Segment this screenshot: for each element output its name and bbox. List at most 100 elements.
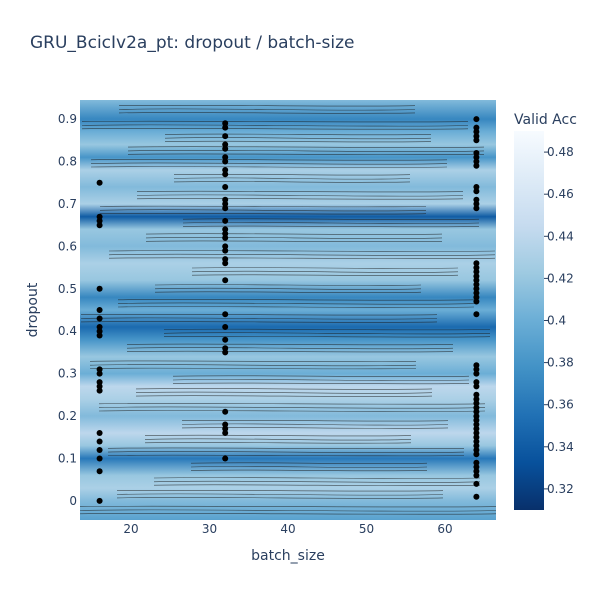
contour-line-53 [108, 250, 496, 252]
point-batch_64-30 [473, 285, 480, 292]
point-batch_64-5 [473, 459, 480, 466]
colorbar-tick-4: 0.4 [547, 314, 566, 328]
point-batch_64-21 [473, 383, 480, 390]
contour-line-2 [80, 505, 496, 508]
contour-line-11 [190, 462, 428, 464]
contour-line-58 [182, 221, 480, 225]
colorbar-tick-8: 0.48 [547, 145, 574, 159]
contour-line-49 [191, 270, 459, 273]
point-batch_32-18 [222, 217, 229, 224]
point-batch_64-12 [473, 425, 480, 432]
point-batch_32-29 [222, 133, 229, 140]
y-tick-6: 0.6 [58, 239, 77, 253]
contour-line-40 [80, 317, 438, 320]
contour-line-10 [190, 465, 428, 469]
contour-line-68 [173, 173, 411, 176]
contour-line-43 [117, 302, 475, 305]
contour-line-12 [107, 454, 465, 457]
contour-line-4 [116, 493, 444, 496]
contour-line-52 [108, 253, 496, 256]
point-batch_16-8 [96, 379, 103, 386]
point-batch_64-23 [473, 370, 480, 377]
point-batch_64-34 [473, 268, 480, 275]
point-batch_32-25 [222, 158, 229, 165]
point-batch_32-19 [222, 205, 229, 212]
point-batch_64-8 [473, 442, 480, 449]
contour-line-41 [80, 313, 438, 316]
contour-lines [80, 104, 496, 515]
point-batch_64-43 [473, 158, 480, 165]
contour-line-81 [118, 112, 416, 114]
x-tick-1: 30 [202, 522, 217, 536]
point-batch_32-22 [222, 184, 229, 190]
contour-line-36 [163, 335, 491, 338]
point-batch_64-38 [473, 200, 480, 207]
point-batch_32-20 [222, 200, 229, 207]
point-batch_16-1 [96, 468, 103, 475]
contour-line-7 [153, 480, 481, 483]
point-batch_32-23 [222, 171, 229, 178]
contour-line-24 [135, 395, 433, 397]
point-batch_16-11 [96, 332, 103, 339]
y-tick-8: 0.8 [58, 155, 77, 169]
contour-line-33 [126, 350, 454, 353]
point-batch_64-39 [473, 196, 480, 203]
contour-line-47 [154, 284, 422, 286]
point-batch_32-2 [222, 425, 229, 432]
point-batch_64-46 [473, 137, 480, 144]
contour-line-20 [181, 419, 449, 422]
point-batch_32-16 [222, 230, 229, 237]
contour-line-48 [191, 274, 459, 276]
contour-line-22 [98, 406, 486, 409]
point-batch_16-19 [96, 213, 103, 220]
point-batch_64-14 [473, 417, 480, 424]
point-batch_64-15 [473, 413, 480, 420]
y-tick-7: 0.7 [58, 197, 77, 211]
colorbar [514, 131, 544, 510]
point-batch_32-24 [222, 167, 229, 173]
x-axis-ticks: 20 30 40 50 60 [123, 522, 452, 536]
contour-line-32 [89, 360, 417, 363]
point-batch_16-16 [96, 285, 103, 292]
contour-line-8 [153, 477, 481, 479]
contour-line-71 [90, 159, 448, 161]
point-batch_32-15 [222, 234, 229, 241]
point-batch_32-0 [222, 455, 229, 462]
point-batch_64-24 [473, 366, 480, 373]
contour-line-46 [154, 287, 422, 290]
contour-line-62 [99, 205, 427, 208]
contour-line-64 [136, 194, 464, 197]
contour-line-25 [135, 391, 433, 394]
point-batch_32-27 [222, 145, 229, 152]
contour-line-57 [182, 225, 480, 228]
point-batch_64-31 [473, 281, 480, 288]
contour-line-35 [126, 343, 454, 346]
point-batch_32-21 [222, 196, 229, 203]
point-batch_32-12 [222, 256, 229, 263]
point-batch_64-44 [473, 154, 480, 161]
point-batch_64-7 [473, 447, 480, 453]
point-batch_16-18 [96, 217, 103, 224]
contour-line-37 [163, 332, 491, 335]
contour-line-73 [127, 149, 485, 152]
point-batch_32-13 [222, 247, 229, 254]
contour-line-70 [90, 162, 448, 165]
contour-line-19 [181, 423, 449, 426]
contour-line-55 [145, 236, 443, 239]
contour-line-83 [118, 104, 416, 107]
contour-line-59 [182, 218, 480, 220]
point-batch_64-36 [473, 260, 480, 267]
point-batch_64-22 [473, 379, 480, 386]
x-tick-4: 60 [437, 522, 452, 536]
point-batch_64-0 [473, 493, 480, 500]
contour-line-6 [153, 484, 481, 486]
colorbar-tick-3: 0.38 [547, 356, 574, 370]
point-batch_16-6 [96, 387, 103, 394]
point-batch_64-25 [473, 362, 480, 369]
y-tick-1: 0.1 [58, 452, 77, 466]
contour-line-31 [89, 364, 417, 367]
point-batch_32-11 [222, 260, 229, 267]
point-batch_16-13 [96, 324, 103, 330]
point-batch_32-9 [222, 311, 229, 318]
